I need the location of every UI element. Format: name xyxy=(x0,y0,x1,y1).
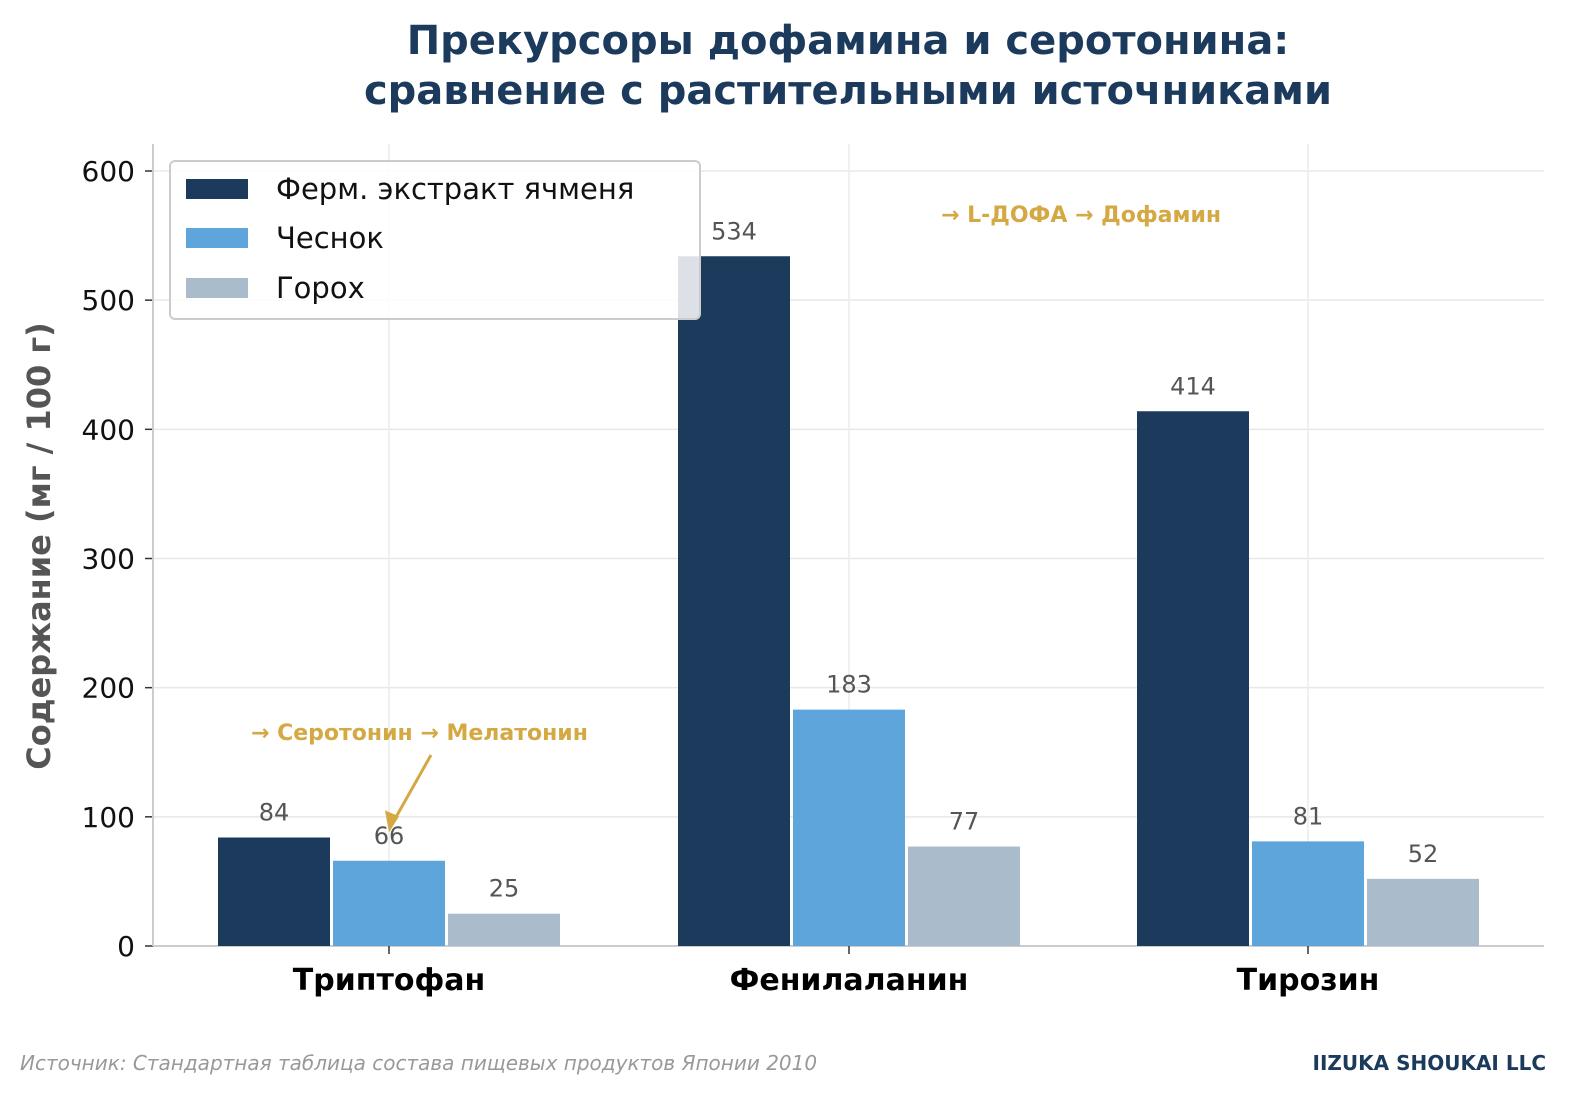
bar xyxy=(448,913,560,946)
legend-swatch-barley xyxy=(186,179,248,199)
legend-label-garlic: Чеснок xyxy=(276,221,384,255)
y-tick-label: 100 xyxy=(82,801,135,834)
legend-label-peas: Горох xyxy=(276,271,365,305)
bar xyxy=(1137,411,1249,946)
bars xyxy=(218,256,1479,946)
y-tick-label: 200 xyxy=(82,672,135,705)
y-tick-label: 600 xyxy=(82,155,135,188)
bar-value-label: 534 xyxy=(711,217,757,245)
bar xyxy=(908,846,1020,946)
x-category-label: Фенилаланин xyxy=(730,963,969,998)
bar-value-label: 81 xyxy=(1293,802,1324,830)
bar xyxy=(333,860,445,946)
bar-value-label: 52 xyxy=(1408,840,1439,868)
bar-value-label: 77 xyxy=(949,808,980,836)
source-note: Источник: Стандартная таблица состава пи… xyxy=(20,1051,817,1075)
y-axis-label: Содержание (мг / 100 г) xyxy=(20,322,58,769)
annotation-dopamine: → L-ДОФА → Дофамин xyxy=(941,203,1221,228)
legend-swatch-peas xyxy=(186,278,248,298)
bar-value-label: 25 xyxy=(489,875,520,903)
bar xyxy=(1367,878,1479,946)
y-tick-label: 400 xyxy=(82,413,135,446)
legend-swatch-garlic xyxy=(186,228,248,248)
y-tick-label: 300 xyxy=(82,543,135,576)
x-category-label: Тирозин xyxy=(1237,963,1380,998)
axes: 0 100 200 300 400 500 600 Триптофан Фенилаланин Т… xyxy=(82,144,1544,998)
y-tick-label: 500 xyxy=(82,284,135,317)
bar-value-label: 84 xyxy=(259,799,290,827)
bar xyxy=(1252,841,1364,946)
y-tick-label: 0 xyxy=(117,930,135,963)
annotation-arrow-head xyxy=(385,810,399,833)
legend: Ферм. экстракт ячменя Чеснок Горох xyxy=(169,160,701,320)
legend-frame xyxy=(169,160,701,320)
bar xyxy=(218,837,330,946)
bar xyxy=(793,709,905,946)
brand-label: IIZUKA SHOUKAI LLC xyxy=(1313,1051,1547,1075)
annotations: → Серотонин → Мелатонин → L-ДОФА → Дофами… xyxy=(251,203,1221,833)
legend-label-barley: Ферм. экстракт ячменя xyxy=(276,172,634,206)
annotation-arrow xyxy=(391,754,433,824)
bar xyxy=(678,256,790,946)
bar-value-label: 183 xyxy=(826,671,872,699)
bar-value-label: 414 xyxy=(1170,372,1216,400)
x-category-label: Триптофан xyxy=(293,963,485,998)
chart-title-line-2: сравнение с растительными источниками xyxy=(364,68,1332,114)
chart-title-line-1: Прекурсоры дофамина и серотонина: xyxy=(407,18,1290,64)
annotation-serotonin: → Серотонин → Мелатонин xyxy=(251,721,588,746)
